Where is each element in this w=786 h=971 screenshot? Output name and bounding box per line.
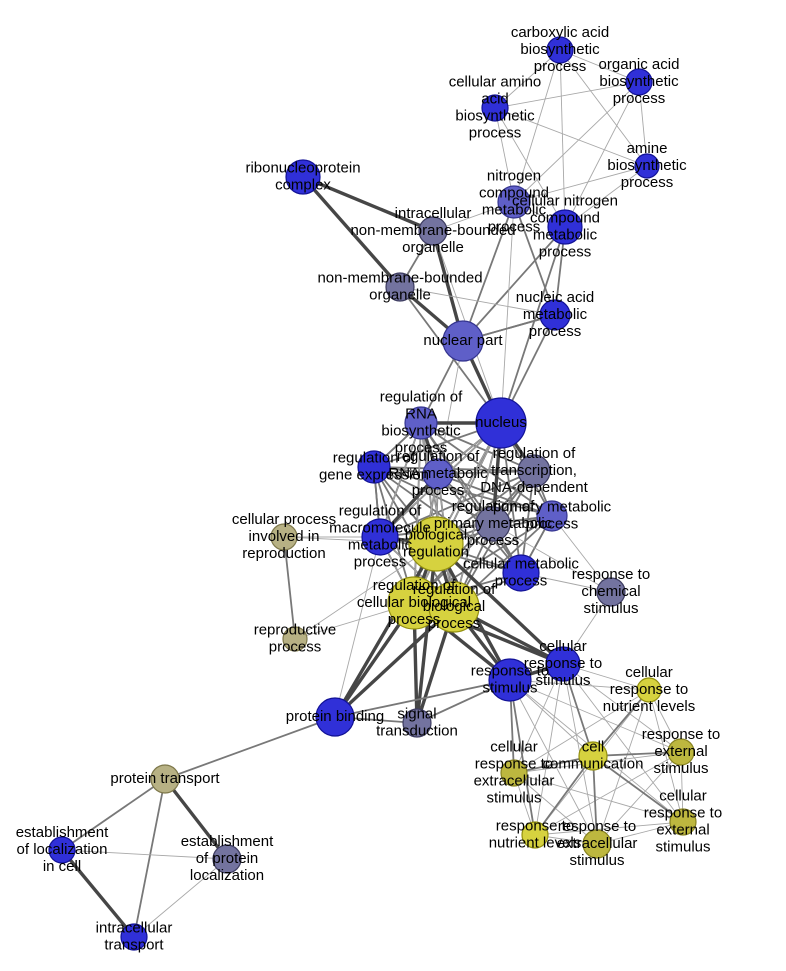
svg-text:response to: response to [558, 818, 636, 835]
svg-text:intracellular: intracellular [96, 919, 173, 936]
svg-text:response to: response to [475, 755, 553, 772]
svg-text:cellular metabolic: cellular metabolic [463, 555, 579, 572]
svg-text:process: process [621, 174, 674, 191]
svg-text:intracellular: intracellular [395, 205, 472, 222]
svg-text:signal: signal [397, 705, 436, 722]
svg-text:extracellular: extracellular [557, 835, 638, 852]
svg-text:biological: biological [405, 526, 468, 543]
svg-text:in cell: in cell [43, 858, 81, 875]
svg-text:transport: transport [104, 936, 164, 953]
svg-text:localization: localization [190, 867, 264, 884]
svg-text:ribonucleoprotein: ribonucleoprotein [245, 159, 360, 176]
svg-text:DNA-dependent: DNA-dependent [480, 479, 588, 496]
svg-text:stimulus: stimulus [569, 852, 624, 869]
svg-text:process: process [467, 532, 520, 549]
svg-text:acid: acid [481, 90, 509, 107]
svg-text:carboxylic acid: carboxylic acid [511, 24, 609, 41]
svg-text:nucleus: nucleus [475, 414, 527, 431]
svg-text:establishment: establishment [16, 824, 109, 841]
svg-text:cellular amino: cellular amino [449, 73, 542, 90]
svg-text:response to: response to [572, 566, 650, 583]
svg-text:process: process [526, 515, 579, 532]
svg-text:organelle: organelle [402, 239, 464, 256]
svg-text:response to: response to [644, 804, 722, 821]
svg-text:reproduction: reproduction [242, 545, 325, 562]
svg-text:response to: response to [610, 681, 688, 698]
svg-text:biosynthetic: biosynthetic [607, 157, 687, 174]
svg-text:cell: cell [582, 738, 605, 755]
svg-text:regulation of: regulation of [397, 448, 480, 465]
svg-text:protein binding: protein binding [286, 708, 384, 725]
svg-text:biosynthetic: biosynthetic [599, 73, 679, 90]
svg-text:extracellular: extracellular [474, 772, 555, 789]
svg-text:cellular: cellular [659, 787, 707, 804]
svg-text:organic acid: organic acid [599, 56, 680, 73]
svg-text:stimulus: stimulus [583, 600, 638, 617]
svg-text:biological: biological [423, 598, 486, 615]
svg-text:nutrient levels: nutrient levels [603, 698, 696, 715]
svg-text:complex: complex [275, 176, 331, 193]
svg-text:RNA: RNA [405, 405, 437, 422]
svg-text:stimulus: stimulus [655, 838, 710, 855]
svg-text:process: process [469, 124, 522, 141]
svg-text:cellular nitrogen: cellular nitrogen [512, 192, 618, 209]
svg-text:biosynthetic: biosynthetic [381, 422, 461, 439]
svg-text:process: process [412, 482, 465, 499]
svg-text:external: external [656, 821, 709, 838]
svg-text:regulation of: regulation of [339, 502, 422, 519]
svg-text:external: external [654, 743, 707, 760]
svg-text:stimulus: stimulus [535, 672, 590, 689]
svg-text:cellular process: cellular process [232, 511, 336, 528]
svg-text:compound: compound [530, 209, 600, 226]
svg-text:primary metabolic: primary metabolic [493, 498, 612, 515]
svg-text:regulation of: regulation of [413, 581, 496, 598]
svg-text:transduction: transduction [376, 722, 458, 739]
svg-text:of localization: of localization [17, 841, 108, 858]
svg-text:involved in: involved in [249, 528, 320, 545]
svg-text:process: process [495, 572, 548, 589]
svg-text:metabolic: metabolic [533, 226, 598, 243]
svg-text:cellular: cellular [490, 738, 538, 755]
svg-text:regulation of: regulation of [380, 388, 463, 405]
svg-text:chemical: chemical [581, 583, 640, 600]
svg-text:transcription,: transcription, [491, 462, 577, 479]
svg-text:establishment: establishment [181, 833, 274, 850]
svg-text:stimulus: stimulus [653, 760, 708, 777]
svg-text:nuclear part: nuclear part [423, 332, 503, 349]
svg-text:non-membrane-bounded: non-membrane-bounded [350, 222, 515, 239]
svg-text:regulation: regulation [403, 543, 469, 560]
svg-text:cellular: cellular [539, 638, 587, 655]
svg-text:metabolic: metabolic [523, 306, 588, 323]
svg-text:process: process [428, 615, 481, 632]
svg-text:process: process [534, 58, 587, 75]
svg-text:protein transport: protein transport [110, 770, 220, 787]
svg-text:RNA metabolic: RNA metabolic [388, 465, 488, 482]
svg-text:process: process [539, 243, 592, 260]
svg-text:process: process [529, 323, 582, 340]
svg-text:reproductive: reproductive [254, 621, 337, 638]
svg-text:response to: response to [642, 726, 720, 743]
svg-text:organelle: organelle [369, 286, 431, 303]
svg-text:nitrogen: nitrogen [487, 167, 541, 184]
svg-text:cellular: cellular [625, 664, 673, 681]
svg-text:amine: amine [627, 140, 668, 157]
svg-text:regulation of: regulation of [493, 445, 576, 462]
svg-text:stimulus: stimulus [486, 789, 541, 806]
svg-text:biosynthetic: biosynthetic [455, 107, 535, 124]
svg-text:nucleic acid: nucleic acid [516, 289, 594, 306]
svg-text:process: process [613, 90, 666, 107]
svg-text:communication: communication [543, 755, 644, 772]
svg-text:process: process [354, 553, 407, 570]
svg-text:biosynthetic: biosynthetic [520, 41, 600, 58]
svg-text:process: process [269, 638, 322, 655]
svg-text:non-membrane-bounded: non-membrane-bounded [317, 269, 482, 286]
svg-text:stimulus: stimulus [482, 679, 537, 696]
svg-text:of protein: of protein [196, 850, 259, 867]
svg-text:response to: response to [524, 655, 602, 672]
